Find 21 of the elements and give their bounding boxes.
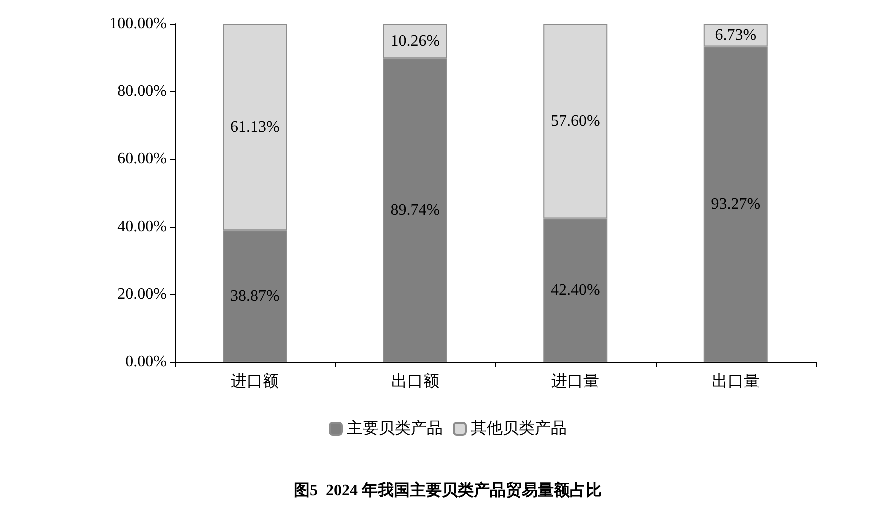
y-tick-label: 80.00% [118,83,167,100]
data-label: 42.40% [550,282,600,299]
data-label: 6.73% [715,26,757,44]
data-label: 93.27% [711,196,761,213]
y-tick-label: 40.00% [118,218,167,236]
x-tick-label: 出口额 [391,372,440,390]
legend-label: 其他贝类产品 [471,420,567,438]
text: 图5 2024 年我国主要贝类产品贸易量额占比 [294,480,602,500]
data-label: 89.74% [390,202,440,219]
y-tick-label: 60.00% [118,150,167,168]
y-tick-label: 100.00% [110,16,167,32]
data-label: 61.13% [230,118,280,136]
data-label: 38.87% [230,288,280,305]
x-tick-label: 出口量 [712,372,760,390]
x-tick-label: 进口量 [552,372,600,390]
y-tick-label: 0.00% [126,354,167,370]
legend-label: 主要贝类产品 [347,420,443,438]
data-label: 10.26% [390,32,440,50]
x-tick-label: 进口额 [231,372,280,390]
data-label: 57.60% [550,112,600,130]
y-tick-label: 20.00% [118,286,167,303]
